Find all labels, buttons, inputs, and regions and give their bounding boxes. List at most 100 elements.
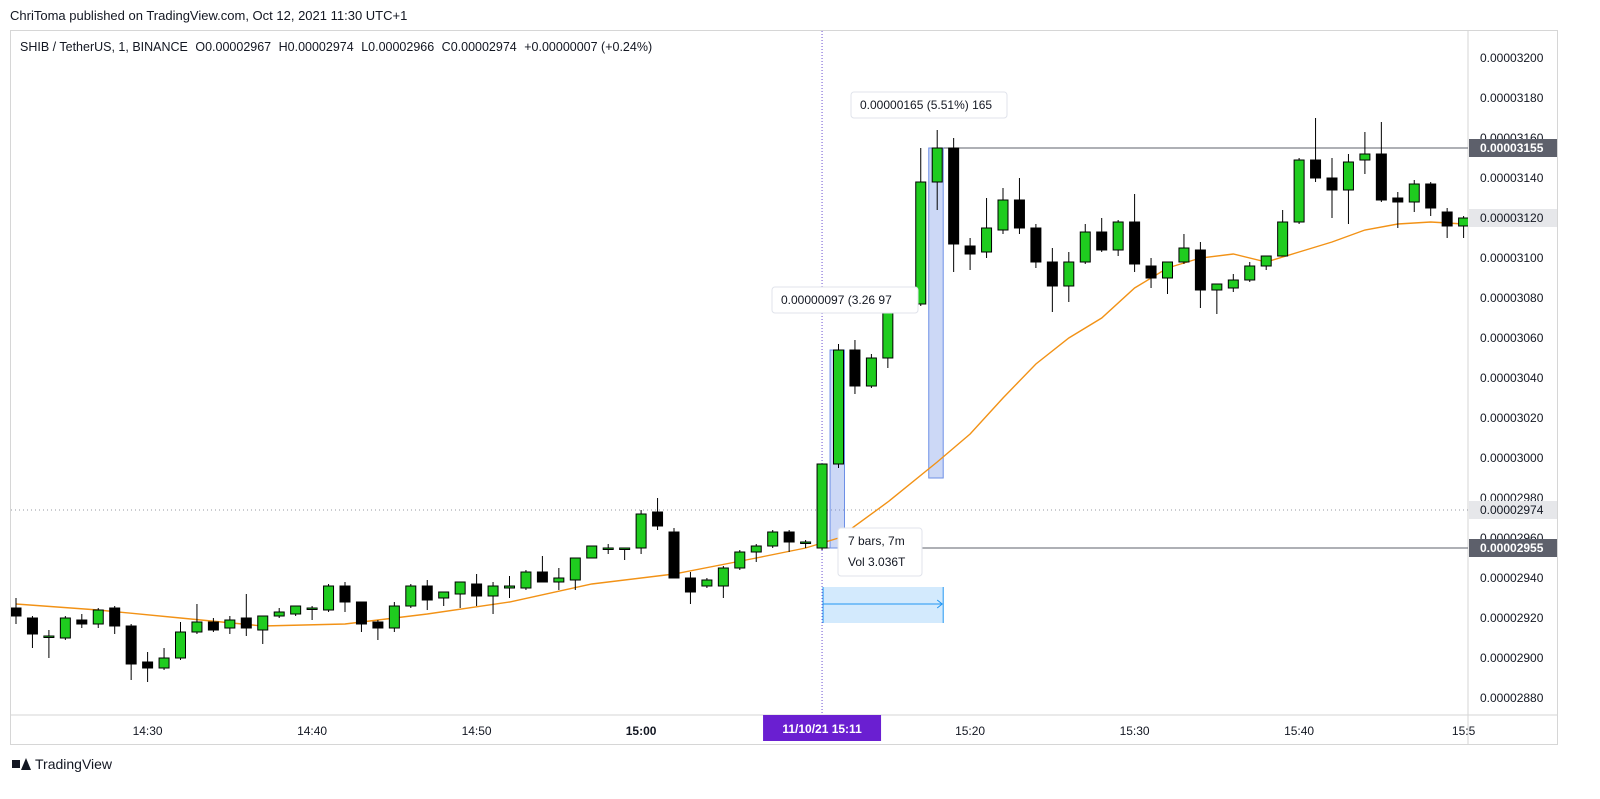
candle-up — [1293, 159, 1305, 223]
candle-down — [142, 661, 154, 669]
candle-up — [438, 591, 450, 599]
candle-up — [323, 585, 335, 611]
candle-down — [109, 607, 121, 627]
candle-down — [1392, 197, 1404, 203]
y-tick-label: 0.00003020 — [1480, 411, 1544, 425]
candle-down — [1425, 183, 1437, 209]
candle-up — [586, 545, 598, 559]
candle-up — [997, 199, 1009, 231]
candle-up — [1408, 183, 1420, 203]
y-tick-label: 0.00002900 — [1480, 651, 1544, 665]
low-value: L0.00002966 — [361, 40, 435, 54]
candle-down — [76, 619, 88, 625]
candle-up — [487, 585, 499, 597]
candle-down — [652, 511, 664, 527]
range-tooltip-volume: Vol 3.036T — [848, 555, 906, 569]
price-axis-label: 0.00002955 — [1480, 541, 1544, 555]
y-tick-label: 0.00002880 — [1480, 691, 1544, 705]
chart-frame — [10, 30, 1558, 745]
y-tick-label: 0.00003080 — [1480, 291, 1544, 305]
x-tick-label: 15:30 — [1120, 724, 1150, 738]
candle-up — [273, 611, 285, 617]
candle-up — [520, 571, 532, 589]
candle-down — [372, 621, 384, 629]
y-tick-label: 0.00002940 — [1480, 571, 1544, 585]
measure-label-box — [771, 286, 919, 314]
candle-down — [1129, 221, 1141, 265]
candle-up — [1244, 265, 1256, 281]
footer-brand[interactable]: TradingView — [12, 756, 112, 772]
candle-down — [964, 245, 976, 255]
close-value: C0.00002974 — [441, 40, 517, 54]
candle-down — [26, 617, 38, 635]
y-tick-label: 0.00002920 — [1480, 611, 1544, 625]
brand-label: TradingView — [35, 756, 113, 772]
candle-down — [355, 601, 367, 625]
candle-up — [405, 585, 417, 607]
y-tick-label: 0.00003200 — [1480, 51, 1544, 65]
candle-down — [1194, 249, 1206, 291]
y-tick-label: 0.00003040 — [1480, 371, 1544, 385]
candle-down — [339, 585, 351, 603]
y-tick-label: 0.00003180 — [1480, 91, 1544, 105]
ohlc-legend: SHIB / TetherUS, 1, BINANCE O0.00002967 … — [20, 40, 656, 54]
candle-up — [191, 621, 203, 633]
candle-up — [553, 577, 565, 583]
price-axis-label-box — [1469, 139, 1557, 157]
measure-label-box — [850, 91, 1008, 119]
x-tick-label: 15:5 — [1452, 724, 1476, 738]
candle-up — [931, 147, 943, 183]
range-tooltip-box — [837, 527, 923, 577]
y-tick-label: 0.00003140 — [1480, 171, 1544, 185]
candle-up — [1359, 153, 1371, 161]
symbol-label[interactable]: SHIB / TetherUS, 1, BINANCE — [20, 40, 188, 54]
measure-label-text: 0.00000097 (3.26 97 — [781, 293, 892, 307]
candle-up — [504, 585, 515, 589]
candle-up — [635, 513, 647, 549]
candle-up — [1211, 283, 1223, 291]
x-tick-label: 15:40 — [1284, 724, 1314, 738]
candle-up — [454, 581, 466, 595]
change-value: +0.00000007 (+0.24%) — [524, 40, 653, 54]
candle-down — [668, 531, 680, 579]
candle-up — [800, 541, 812, 544]
y-tick-label: 0.00003000 — [1480, 451, 1544, 465]
candle-up — [717, 567, 729, 587]
candle-down — [1310, 159, 1322, 179]
price-range-box — [928, 147, 944, 479]
candle-up — [306, 607, 318, 610]
candle-down — [471, 583, 483, 597]
candle-up — [865, 357, 877, 387]
high-value: H0.00002974 — [278, 40, 354, 54]
candle-up — [1277, 221, 1289, 257]
candle-up — [1458, 217, 1468, 227]
open-value: O0.00002967 — [195, 40, 272, 54]
candle-up — [619, 547, 631, 550]
candle-down — [240, 617, 252, 629]
candle-down — [536, 571, 548, 583]
candle-up — [833, 349, 844, 465]
candle-up — [767, 531, 779, 547]
tradingview-logo-icon — [12, 758, 31, 770]
candle-down — [783, 531, 795, 543]
candle-down — [849, 349, 861, 387]
candle-down — [1326, 177, 1338, 191]
candle-up — [1260, 255, 1272, 267]
candle-down — [684, 577, 696, 593]
y-tick-label: 0.00003060 — [1480, 331, 1544, 345]
candle-down — [1030, 227, 1042, 263]
x-tick-label: 14:50 — [462, 724, 492, 738]
candle-up — [59, 617, 71, 639]
publisher-line: ChriToma published on TradingView.com, O… — [10, 8, 408, 23]
candle-down — [125, 625, 137, 665]
candle-down — [421, 585, 433, 601]
candle-up — [92, 609, 104, 625]
candle-down — [948, 147, 960, 245]
candle-up — [569, 557, 581, 581]
candle-up — [1079, 231, 1091, 263]
measure-label-text: 0.00000165 (5.51%) 165 — [860, 98, 992, 112]
candle-down — [207, 621, 219, 631]
x-tick-label: 15:20 — [955, 724, 985, 738]
price-axis-label: 0.00003120 — [1480, 211, 1544, 225]
